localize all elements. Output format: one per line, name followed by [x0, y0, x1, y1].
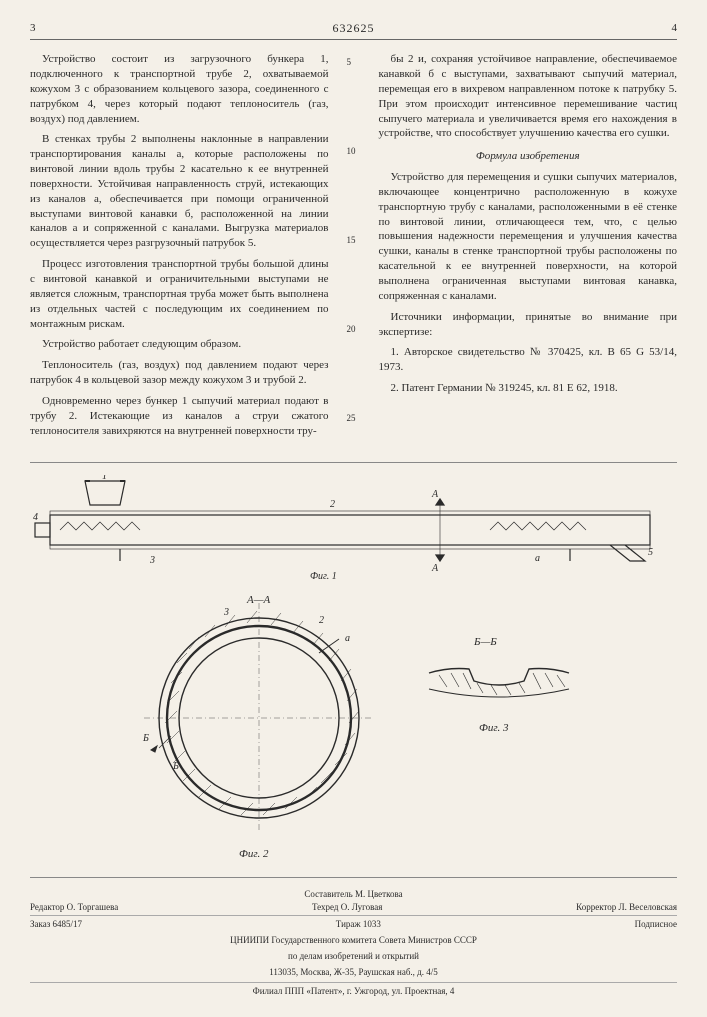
- paragraph: Устройство состоит из загрузочного бунке…: [30, 52, 329, 126]
- tech-editor: Техред О. Луговая: [312, 901, 382, 913]
- source-ref: 1. Авторское свидетельство № 370425, кл.…: [379, 345, 678, 375]
- figure-1: 1 2 3 4 5 а А А Фиг. 1: [30, 475, 670, 585]
- figure-3: Б—Б: [419, 633, 579, 743]
- left-column: Устройство состоит из загрузочного бунке…: [30, 52, 329, 444]
- figures-section: 1 2 3 4 5 а А А Фиг. 1: [30, 462, 677, 863]
- corrector: Корректор Л. Веселовская: [576, 901, 677, 913]
- svg-text:Б: Б: [142, 733, 149, 744]
- paragraph: В стенках трубы 2 выполнены наклонные в …: [30, 132, 329, 251]
- line-num: 10: [347, 145, 361, 157]
- address: 113035, Москва, Ж-35, Раушская наб., д. …: [30, 966, 677, 978]
- fig1-label: Фиг. 1: [310, 571, 337, 582]
- svg-text:А—А: А—А: [246, 594, 271, 606]
- line-num: 15: [347, 234, 361, 246]
- paragraph: Теплоноситель (газ, воздух) под давление…: [30, 358, 329, 388]
- svg-text:2: 2: [319, 615, 324, 626]
- signed: Подписное: [635, 918, 677, 930]
- svg-text:Б: Б: [172, 761, 179, 772]
- line-numbers: 5 10 15 20 25: [347, 52, 361, 444]
- paragraph: бы 2 и, сохраняя устойчивое направление,…: [379, 52, 678, 141]
- text-columns: Устройство состоит из загрузочного бунке…: [30, 52, 677, 444]
- svg-text:а: а: [535, 553, 540, 564]
- line-num: 25: [347, 412, 361, 424]
- svg-text:Б—Б: Б—Б: [473, 636, 497, 648]
- order-num: Заказ 6485/17: [30, 918, 82, 930]
- svg-text:А: А: [431, 489, 439, 500]
- tirage: Тираж 1033: [336, 918, 381, 930]
- sources-title: Источники информации, принятые во вниман…: [379, 310, 678, 340]
- right-page-num: 4: [672, 21, 678, 36]
- org-line2: по делам изобретений и открытий: [30, 950, 677, 962]
- source-ref: 2. Патент Германии № 319245, кл. 81 E 62…: [379, 381, 678, 396]
- svg-text:4: 4: [33, 512, 38, 523]
- line-num: 5: [347, 56, 361, 68]
- right-column: бы 2 и, сохраняя устойчивое направление,…: [379, 52, 678, 444]
- editor: Редактор О. Торгашева: [30, 901, 118, 913]
- paragraph: Устройство для перемещения и сушки сыпуч…: [379, 170, 678, 304]
- patent-number: 632625: [333, 20, 375, 36]
- svg-text:1: 1: [102, 475, 107, 482]
- svg-text:3: 3: [223, 607, 229, 618]
- fig3-label: Фиг. 3: [479, 722, 509, 734]
- page-header: 3 632625 4: [30, 20, 677, 40]
- org-line1: ЦНИИПИ Государственного комитета Совета …: [30, 934, 677, 946]
- svg-text:А: А: [431, 563, 439, 574]
- fig2-label: Фиг. 2: [239, 848, 269, 860]
- svg-text:2: 2: [330, 499, 335, 510]
- compiler: Составитель М. Цветкова: [30, 888, 677, 900]
- svg-text:3: 3: [149, 555, 155, 566]
- svg-text:5: 5: [648, 547, 653, 558]
- left-page-num: 3: [30, 21, 36, 36]
- footer: Составитель М. Цветкова Редактор О. Торг…: [30, 877, 677, 997]
- paragraph: Устройство работает следующим образом.: [30, 337, 329, 352]
- figure-2: А—А 2 3 а Б Б Фиг. 2: [129, 593, 389, 863]
- svg-text:а: а: [345, 633, 350, 644]
- formula-title: Формула изобретения: [379, 149, 678, 164]
- line-num: 20: [347, 323, 361, 335]
- branch: Филиал ППП «Патент», г. Ужгород, ул. Про…: [30, 982, 677, 997]
- paragraph: Процесс изготовления транспортной трубы …: [30, 257, 329, 331]
- paragraph: Одновременно через бункер 1 сыпучий мате…: [30, 394, 329, 439]
